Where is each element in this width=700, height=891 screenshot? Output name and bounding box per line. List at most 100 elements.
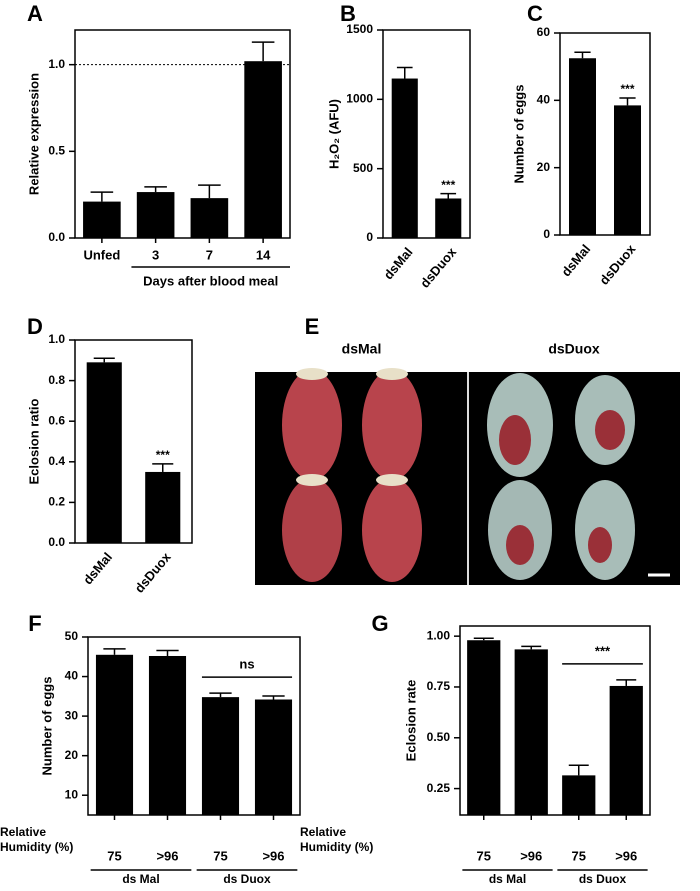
y-tick-label: 60 — [537, 25, 551, 39]
y-tick-label: 0.5 — [48, 144, 65, 158]
y-tick-label: 20 — [537, 160, 551, 174]
error-bar — [156, 649, 179, 656]
x-tick-label: Unfed — [83, 247, 120, 262]
bar — [148, 655, 187, 815]
axis-frame — [559, 32, 651, 236]
y-tick-label: 50 — [65, 629, 79, 643]
egg-image — [255, 368, 680, 585]
y-tick-label: 40 — [537, 93, 551, 107]
x-tick-label: 3 — [152, 247, 159, 262]
x-tick-label: 7 — [206, 247, 213, 262]
error-bar — [619, 97, 636, 106]
panel-letter: B — [340, 1, 356, 26]
y-axis-label: Eclosion ratio — [26, 398, 41, 484]
axis-frame — [87, 636, 301, 816]
y-tick-label: 10 — [65, 787, 79, 801]
x-tick-label: 75 — [107, 848, 121, 863]
y-tick-label: 0.8 — [48, 373, 65, 387]
y-tick-label: 1.0 — [48, 57, 65, 71]
x-tick-label: dsMal — [381, 244, 416, 282]
error-bar — [93, 357, 115, 363]
x-tick-label: >96 — [520, 848, 542, 863]
error-bar — [198, 184, 221, 199]
bar — [569, 58, 596, 235]
bar — [254, 699, 293, 815]
error-bar — [396, 66, 413, 79]
y-tick-label: 0 — [543, 227, 550, 241]
bar — [614, 105, 641, 235]
x-tick-label: >96 — [262, 848, 284, 863]
bar — [86, 362, 122, 543]
error-bar — [251, 41, 275, 62]
y-tick-label: 0.6 — [48, 413, 65, 427]
bar — [190, 198, 229, 238]
y-tick-label: 0.4 — [48, 454, 65, 468]
error-bar — [209, 692, 232, 698]
x-tick-label: dsMal — [558, 241, 593, 279]
error-bar — [521, 645, 542, 650]
bar — [136, 192, 175, 238]
error-bar — [144, 186, 167, 193]
error-bar — [440, 192, 457, 199]
x-tick-label: 75 — [572, 848, 586, 863]
y-tick-label: 0.25 — [427, 781, 451, 795]
error-bar — [103, 648, 126, 655]
error-bar — [90, 191, 114, 202]
row-label-text: Relative Humidity (%) — [0, 825, 74, 854]
y-tick-label: 0.0 — [48, 230, 65, 244]
y-tick-label: 0.2 — [48, 495, 65, 509]
y-tick-label: 30 — [65, 708, 79, 722]
y-axis-label: Eclosion rate — [403, 680, 418, 762]
error-bar — [152, 463, 174, 472]
group-label: ds Duox — [223, 872, 271, 886]
y-axis-label: Number of eggs — [511, 85, 526, 184]
bar — [562, 775, 596, 815]
y-tick-label: 20 — [65, 748, 79, 762]
x-axis-label: Days after blood meal — [143, 273, 278, 288]
bar — [514, 649, 548, 815]
bar — [145, 471, 181, 543]
x-tick-label: 14 — [256, 247, 271, 262]
x-tick-label: dsMal — [80, 549, 115, 587]
y-axis-label: Number of eggs — [39, 677, 54, 776]
bar — [201, 697, 240, 815]
bar — [391, 78, 418, 239]
row-label: Relative Humidity (%) — [300, 825, 374, 854]
significance-label: *** — [441, 178, 455, 192]
row-label-text: Relative Humidity (%) — [300, 825, 374, 854]
y-tick-label: 1500 — [346, 22, 373, 36]
x-tick-label: dsDuox — [132, 549, 175, 596]
bar — [95, 654, 134, 815]
x-tick-label: dsDuox — [596, 241, 639, 288]
panel-letter: G — [371, 611, 388, 636]
y-tick-label: 1.0 — [48, 332, 65, 346]
error-bar — [568, 764, 589, 776]
error-bar — [574, 51, 591, 59]
y-tick-label: 0 — [366, 230, 373, 244]
group-label: ds Mal — [489, 872, 526, 886]
image-label: dsDuox — [548, 341, 600, 357]
axis-frame — [382, 29, 471, 239]
axis-frame — [459, 625, 651, 816]
panel-letter: D — [27, 314, 43, 339]
bar — [83, 201, 121, 238]
y-tick-label: 0.75 — [427, 679, 451, 693]
y-tick-label: 1.00 — [427, 628, 451, 642]
x-tick-label: 75 — [213, 848, 227, 863]
significance-label: *** — [595, 643, 611, 658]
significance-label: ns — [239, 657, 254, 672]
y-tick-label: 0.50 — [427, 730, 451, 744]
y-axis-label: H₂O₂ (AFU) — [326, 99, 341, 169]
bar — [435, 198, 462, 238]
group-label: ds Duox — [579, 872, 627, 886]
panel-letter: E — [305, 314, 320, 339]
axis-frame — [74, 339, 193, 544]
panel-letter: C — [527, 1, 543, 26]
bar — [467, 640, 501, 815]
panel-letter: A — [27, 1, 43, 26]
y-tick-label: 40 — [65, 669, 79, 683]
y-axis-label: Relative expression — [26, 73, 41, 195]
x-tick-label: dsDuox — [417, 244, 460, 291]
x-tick-label: 75 — [477, 848, 491, 863]
